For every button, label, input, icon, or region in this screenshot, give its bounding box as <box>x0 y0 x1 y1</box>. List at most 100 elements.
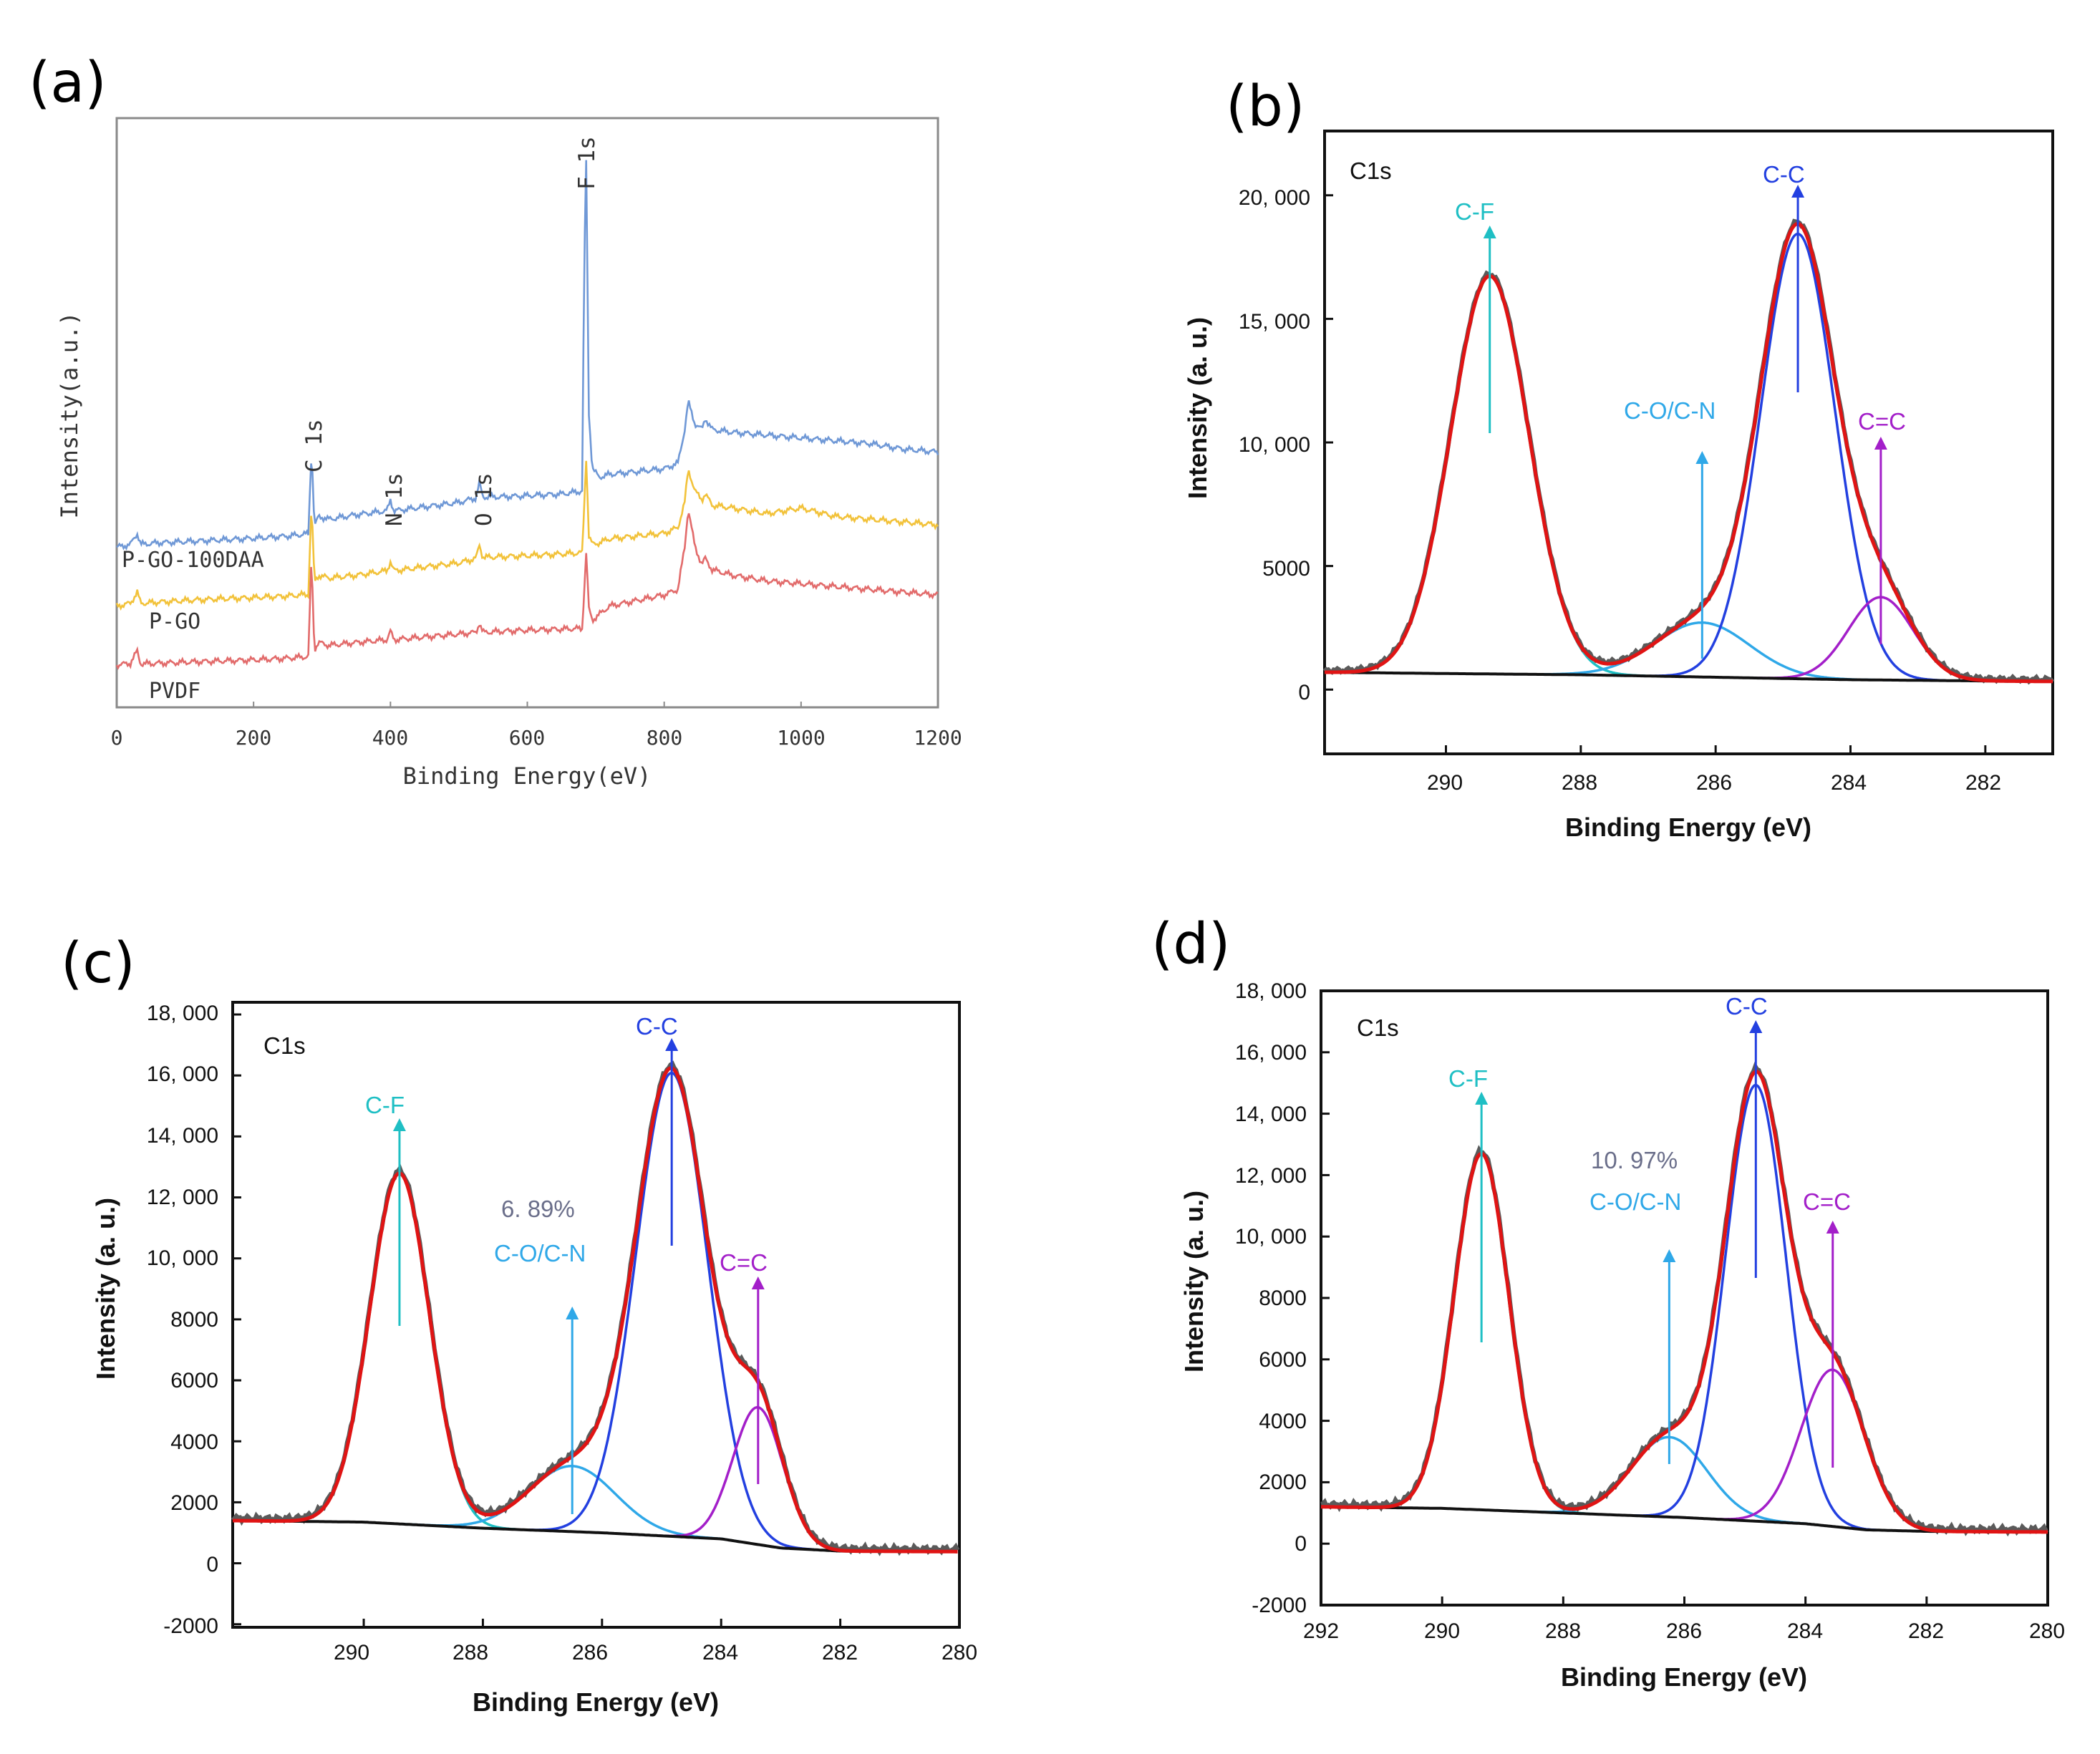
panel-b-x-ticks: 290 288 286 284 282 <box>1427 771 2001 795</box>
peak-arrow-head <box>1695 451 1709 464</box>
panel-c-annotation-co-cn: C-O/C-N <box>494 1240 586 1266</box>
panel-d-ytick: -2000 <box>1252 1594 1307 1617</box>
peak-arrow-head <box>1475 1092 1489 1105</box>
panel-a-xtick: 600 <box>509 726 546 750</box>
panel-d-c1s-spectrum: (d) 292 290 288 286 284 282 280 -2000 0 … <box>1151 912 2065 1692</box>
panel-d-ytick: 18, 000 <box>1235 979 1307 1003</box>
panel-d-y-ticks: -2000 0 2000 4000 6000 8000 10, 000 12, … <box>1235 979 1307 1617</box>
panel-d-xtick: 282 <box>1908 1619 1944 1643</box>
panel-c-label: (c) <box>61 931 135 996</box>
panel-d-x-ticks: 292 290 288 286 284 282 280 <box>1303 1619 2065 1643</box>
panel-a-series-line-1 <box>116 160 939 551</box>
panel-c-y-ticks: -2000 0 2000 4000 6000 8000 10, 000 12, … <box>147 1002 218 1638</box>
panel-c-annotation-percent: 6. 89% <box>501 1196 575 1222</box>
peak-arrow-head <box>1663 1249 1676 1262</box>
panel-c-xtick: 290 <box>334 1641 369 1665</box>
panel-c-annotation-c-double-c: C=C <box>720 1249 768 1276</box>
panel-c-annotation-cc: C-C <box>636 1013 678 1040</box>
panel-c-ylabel: Intensity (a. u.) <box>91 1198 120 1380</box>
panel-c-ytick: 2000 <box>170 1491 218 1515</box>
panel-c-plot-frame <box>231 1001 961 1629</box>
panel-d-ytick: 16, 000 <box>1235 1041 1307 1065</box>
panel-b-spectrum-label: C1s <box>1350 158 1392 184</box>
panel-a-annotation-o1s: O 1s <box>471 473 497 526</box>
panel-c-ytick: 0 <box>206 1553 218 1576</box>
panel-a-xtick: 1000 <box>777 726 825 750</box>
panel-a-annotation-n1s: N 1s <box>382 473 407 526</box>
panel-a-annotation-c1s: C 1s <box>301 419 327 473</box>
panel-b-xtick: 288 <box>1562 771 1597 795</box>
panel-a-legend: P-GO-100DAA P-GO PVDF <box>122 548 264 704</box>
panel-c-ytick: 12, 000 <box>147 1186 218 1209</box>
panel-c-c1s-spectrum: (c) 290 288 286 284 282 280 -2000 0 2000… <box>61 931 977 1717</box>
panel-a-series-line-3 <box>115 513 939 670</box>
panel-b-xtick: 282 <box>1965 771 2001 795</box>
panel-b-ytick: 5000 <box>1262 557 1310 581</box>
panel-a-xtick: 0 <box>111 726 123 750</box>
panel-a-x-ticks: 0 200 400 600 800 1000 1200 <box>111 726 962 750</box>
panel-c-xtick: 280 <box>942 1641 977 1665</box>
panel-c-xtick: 288 <box>453 1641 488 1665</box>
panel-c-ytick: 10, 000 <box>147 1246 218 1270</box>
panel-d-xtick: 286 <box>1666 1619 1702 1643</box>
panel-d-xtick: 290 <box>1424 1619 1460 1643</box>
panel-d-xtick: 284 <box>1787 1619 1823 1643</box>
panel-a-survey-spectrum: (a) 0 200 400 600 800 1000 1200 Binding … <box>29 51 962 790</box>
peak-arrow-head <box>1874 437 1887 450</box>
panel-d-label: (d) <box>1151 912 1230 977</box>
panel-a-label: (a) <box>29 51 107 115</box>
peak-arrow-head <box>1826 1221 1839 1234</box>
panel-b-xlabel: Binding Energy (eV) <box>1565 813 1811 842</box>
panel-a-series-group <box>115 160 939 707</box>
panel-b-curves <box>1322 185 2055 754</box>
panel-c-ytick: 16, 000 <box>147 1062 218 1086</box>
panel-c-curves <box>231 1013 961 1627</box>
peak-arrow-head <box>392 1118 406 1131</box>
panel-d-xlabel: Binding Energy (eV) <box>1561 1662 1807 1692</box>
panel-b-annotation-cc: C-C <box>1763 161 1805 188</box>
panel-d-ytick: 8000 <box>1259 1287 1307 1310</box>
peak-arrow-head <box>1791 185 1805 198</box>
panel-d-xtick: 280 <box>2029 1619 2065 1643</box>
panel-d-ytick: 10, 000 <box>1235 1225 1307 1249</box>
panel-b-annotation-cf: C-F <box>1455 198 1494 225</box>
peak-arrow-head <box>566 1307 579 1319</box>
panel-c-xtick: 282 <box>822 1641 858 1665</box>
panel-d-annotation-percent: 10. 97% <box>1591 1147 1678 1173</box>
panel-c-ytick: 8000 <box>170 1308 218 1332</box>
panel-d-ytick: 12, 000 <box>1235 1164 1307 1188</box>
peak-arrow-head <box>751 1276 765 1289</box>
fitted-envelope <box>1325 222 2053 684</box>
panel-d-ytick: 6000 <box>1259 1348 1307 1372</box>
panel-a-xtick: 800 <box>647 726 683 750</box>
fitted-envelope <box>1320 1070 2048 1534</box>
panel-b-ytick: 0 <box>1298 681 1310 704</box>
fitted-envelope <box>233 1066 958 1554</box>
panel-c-ytick: 18, 000 <box>147 1002 218 1025</box>
panel-b-ylabel: Intensity (a. u.) <box>1183 317 1212 499</box>
panel-a-xtick: 200 <box>236 726 272 750</box>
panel-d-curves <box>1320 989 2049 1607</box>
panel-c-ytick: -2000 <box>163 1614 218 1638</box>
panel-a-peak-annotations: C 1s N 1s O 1s F 1s <box>301 136 600 526</box>
panel-c-ytick: 4000 <box>170 1430 218 1454</box>
panel-a-series-line-2 <box>115 460 939 611</box>
panel-b-ytick: 20, 000 <box>1239 186 1310 210</box>
panel-d-spectrum-label: C1s <box>1357 1014 1399 1041</box>
panel-a-ylabel: Intensity(a.u.) <box>56 312 83 519</box>
panel-a-legend-label: P-GO <box>149 609 200 634</box>
panel-b-annotation-c-double-c: C=C <box>1858 408 1906 435</box>
panel-d-ytick: 2000 <box>1259 1470 1307 1494</box>
panel-b-ytick: 10, 000 <box>1239 433 1310 457</box>
panel-d-annotation-co-cn: C-O/C-N <box>1589 1188 1681 1215</box>
panel-b-annotation-co-cn: C-O/C-N <box>1624 397 1716 424</box>
panel-b-y-ticks: 0 5000 10, 000 15, 000 20, 000 <box>1239 186 1310 704</box>
panel-a-annotation-f1s: F 1s <box>574 136 600 190</box>
panel-b-xtick: 290 <box>1427 771 1463 795</box>
panel-b-label: (b) <box>1226 74 1305 139</box>
panel-b-c1s-spectrum: (b) 290 288 286 284 282 0 5000 10, 000 1… <box>1183 74 2055 842</box>
panel-c-spectrum-label: C1s <box>263 1032 306 1059</box>
panel-d-ytick: 14, 000 <box>1235 1103 1307 1126</box>
